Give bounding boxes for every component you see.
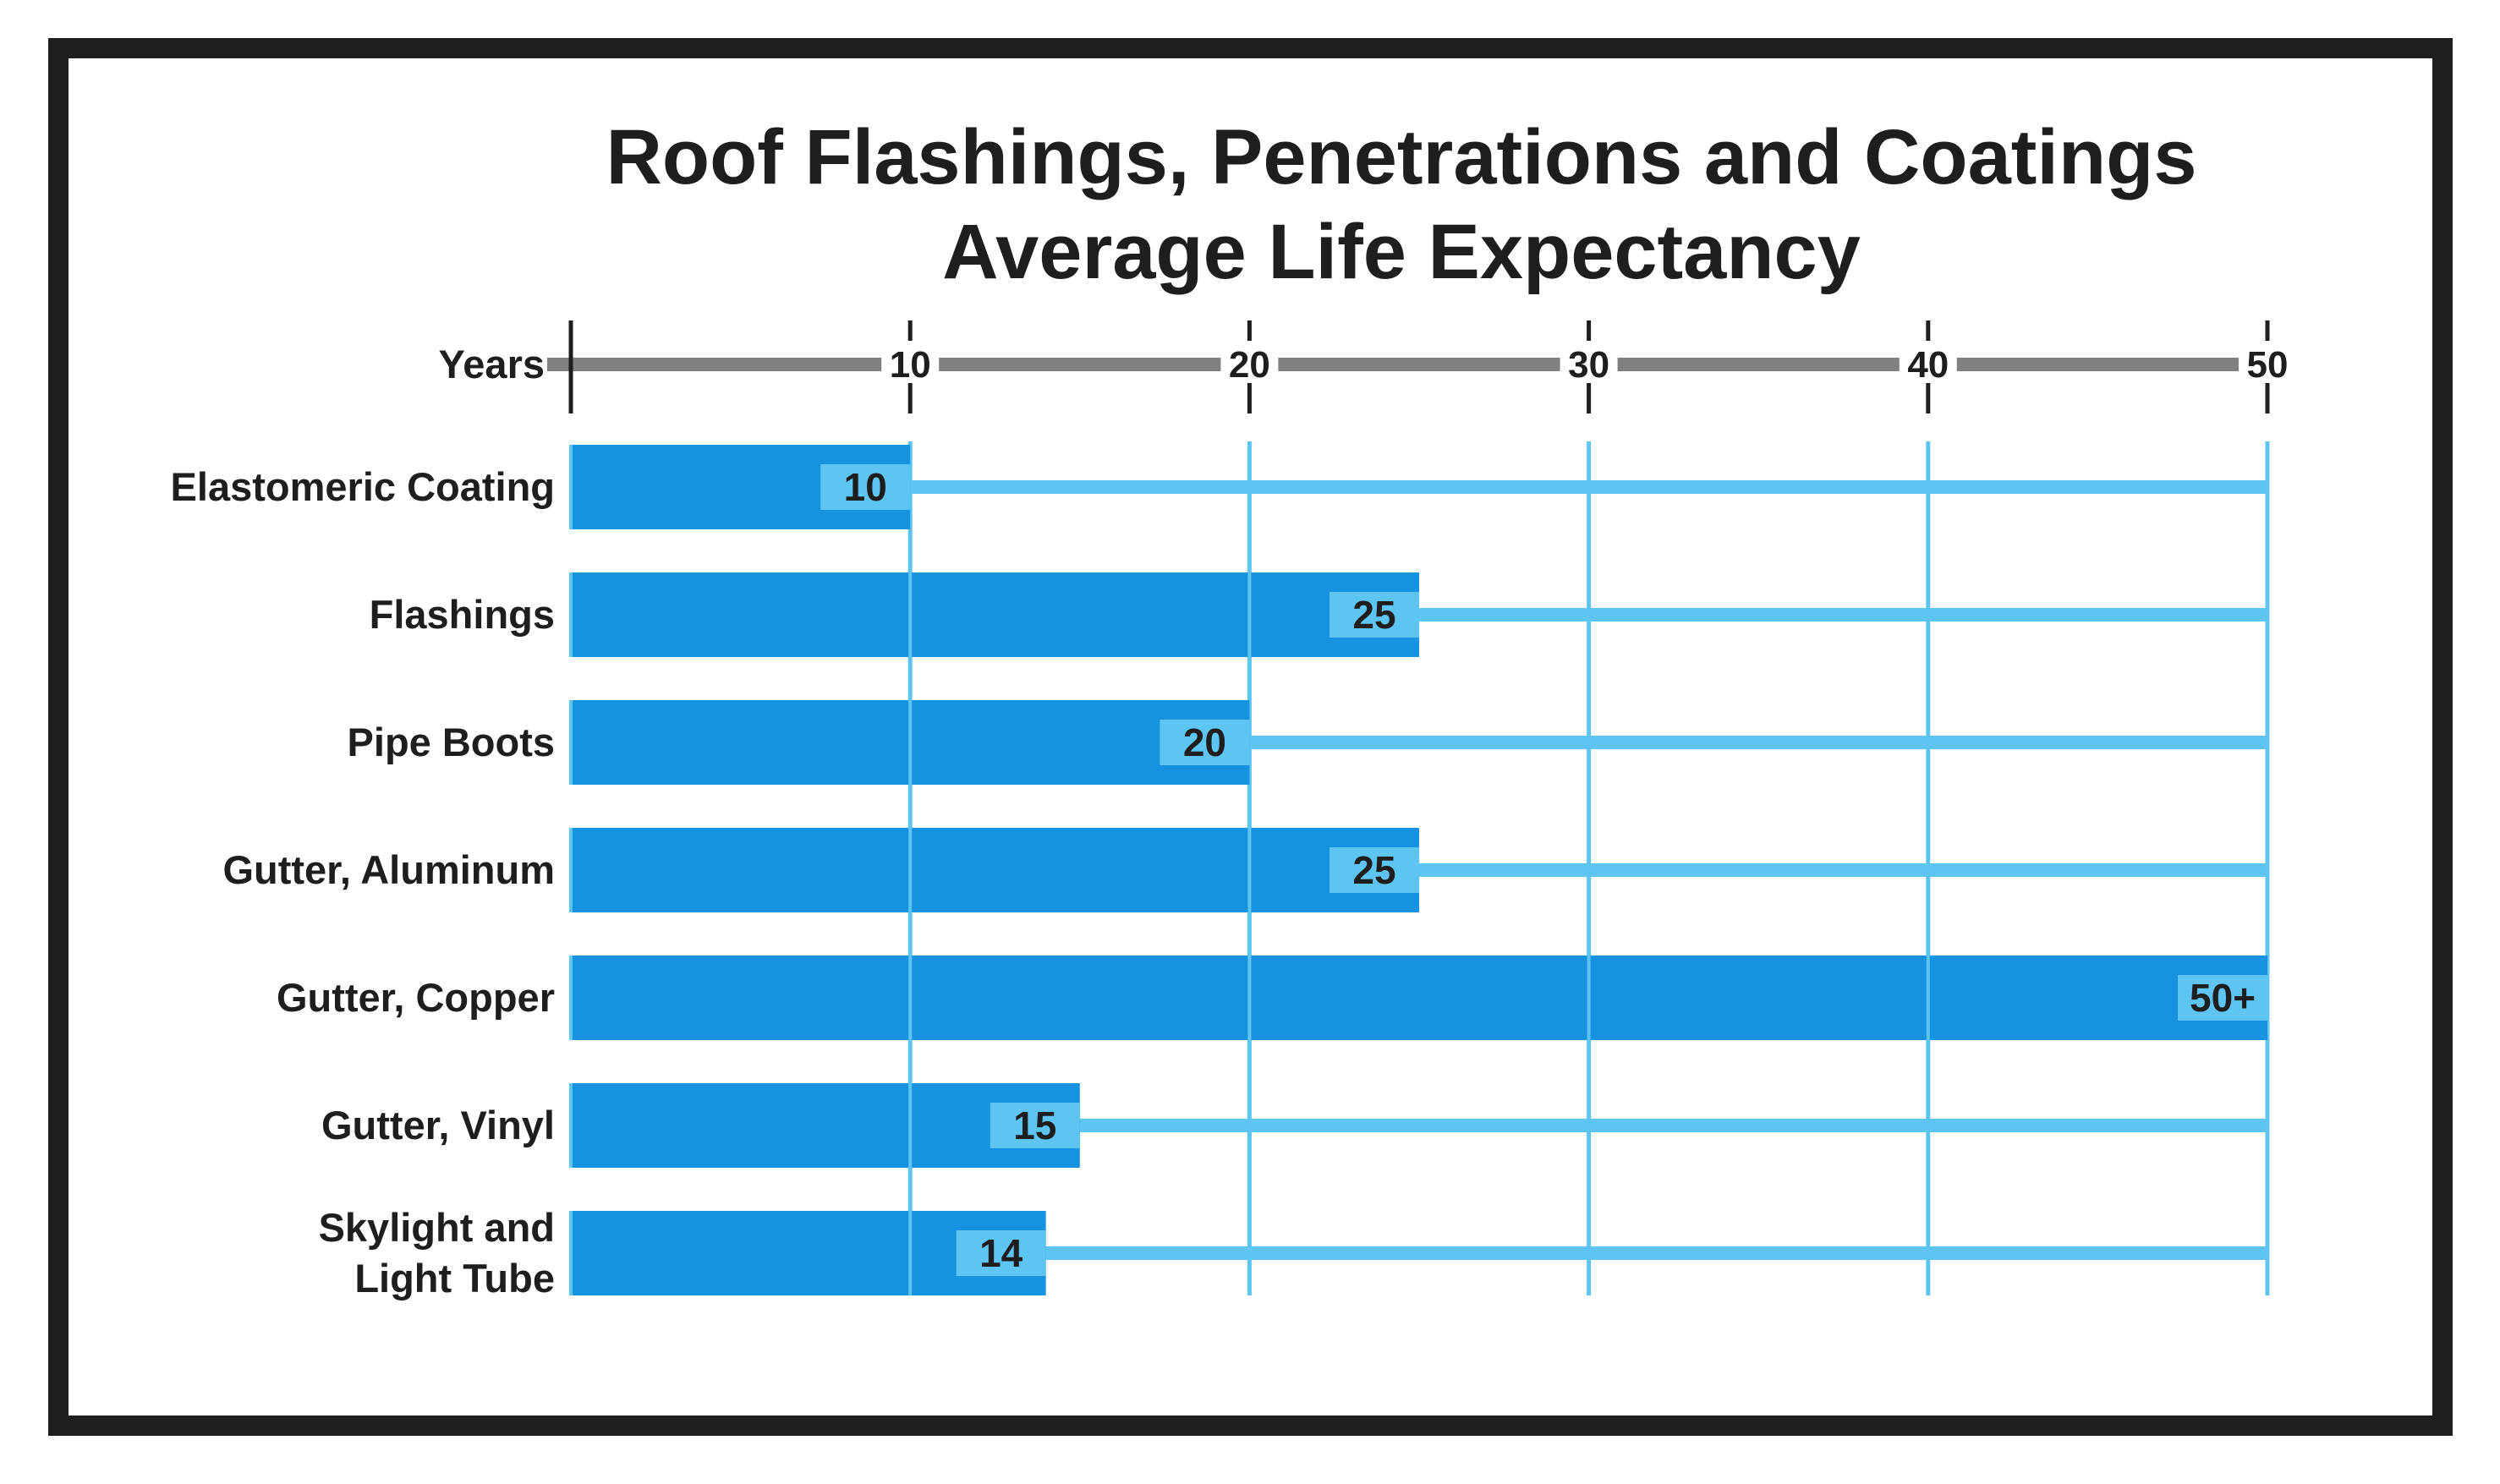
- tick-label-40: 40: [1907, 344, 1949, 386]
- chart-body: Years 10 20 30 40 50 10 Elastomeric Coating 25 Fl…: [171, 320, 2296, 1301]
- category-label-2-0: Pipe Boots: [348, 720, 555, 764]
- value-label-5: 15: [1013, 1103, 1056, 1147]
- value-badge-0: [820, 464, 911, 510]
- category-label-0-0: Elastomeric Coating: [171, 464, 555, 509]
- value-badge-6: [956, 1230, 1046, 1276]
- tick-label-10: 10: [890, 344, 931, 386]
- bar-3: [571, 828, 1419, 912]
- value-label-4: 50+: [2190, 976, 2256, 1020]
- category-label-4-0: Gutter, Copper: [277, 975, 555, 1020]
- chart-frame: Roof Flashings, Penetrations and Coating…: [48, 38, 2453, 1436]
- chart-title-line-2: Average Life Expectancy: [942, 209, 1861, 295]
- category-label-1-0: Flashings: [370, 592, 555, 637]
- axis-label-years: Years: [439, 342, 545, 386]
- value-label-2: 20: [1183, 720, 1226, 764]
- value-label-1: 25: [1352, 593, 1395, 637]
- value-badge-3: [1329, 847, 1419, 893]
- tick-label-bg-10: [881, 341, 940, 383]
- value-label-0: 10: [844, 465, 887, 509]
- tick-label-bg-20: [1220, 341, 1279, 383]
- chart-title-line-1: Roof Flashings, Penetrations and Coating…: [606, 114, 2196, 200]
- tick-label-bg-30: [1560, 341, 1618, 383]
- value-badge-4: [2178, 975, 2267, 1021]
- value-label-3: 25: [1352, 848, 1395, 892]
- value-label-6: 14: [979, 1231, 1023, 1275]
- value-badge-1: [1329, 592, 1419, 638]
- category-label-6-1: Light Tube: [354, 1256, 555, 1301]
- value-badge-2: [1160, 720, 1250, 765]
- category-label-3-0: Gutter, Aluminum: [222, 847, 555, 892]
- bar-4: [571, 956, 2267, 1040]
- category-label-6-0: Skylight and: [319, 1205, 555, 1250]
- chart-svg: Roof Flashings, Penetrations and Coating…: [171, 114, 2296, 1301]
- category-label-5-0: Gutter, Vinyl: [321, 1103, 555, 1147]
- tick-label-bg-50: [2239, 341, 2296, 383]
- bar-1: [571, 572, 1419, 657]
- tick-label-50: 50: [2247, 344, 2289, 386]
- tick-label-bg-40: [1899, 341, 1957, 383]
- tick-label-30: 30: [1568, 344, 1609, 386]
- value-badge-5: [990, 1103, 1080, 1148]
- tick-label-20: 20: [1229, 344, 1270, 386]
